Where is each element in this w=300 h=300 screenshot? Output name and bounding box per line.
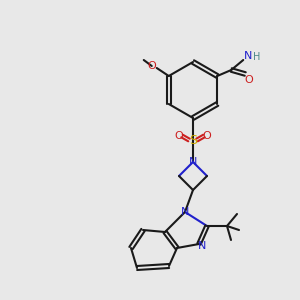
Text: S: S — [189, 134, 197, 146]
Text: H: H — [253, 52, 260, 62]
Text: O: O — [147, 61, 156, 71]
Text: N: N — [181, 207, 189, 217]
Text: O: O — [175, 131, 183, 141]
Text: N: N — [244, 51, 252, 61]
Text: O: O — [202, 131, 211, 141]
Text: N: N — [198, 241, 206, 251]
Text: O: O — [245, 75, 254, 85]
Text: N: N — [189, 157, 197, 167]
